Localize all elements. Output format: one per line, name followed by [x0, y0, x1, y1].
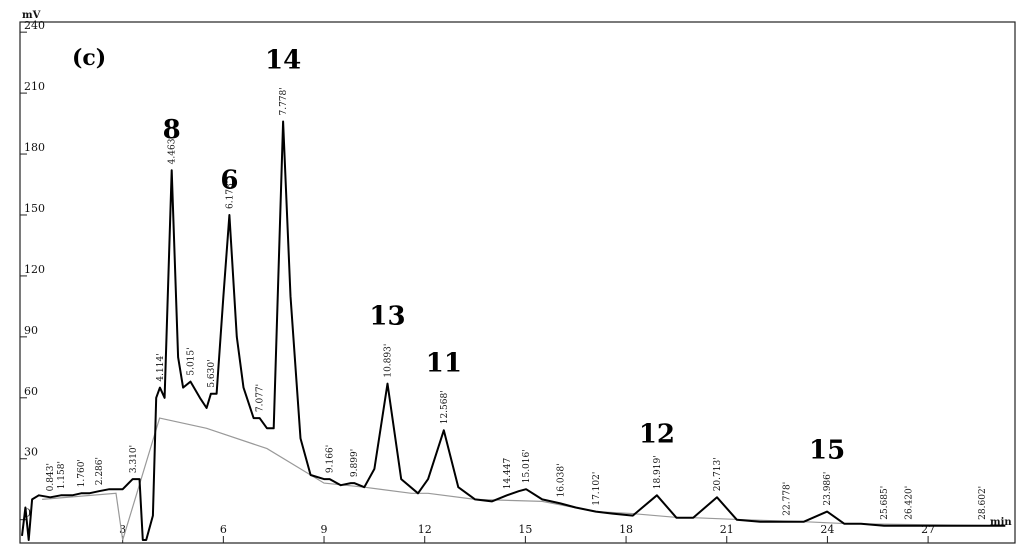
y-tick-label: 210 — [24, 80, 45, 93]
y-unit-label: mV — [22, 10, 41, 21]
y-tick-label: 0 — [24, 507, 31, 520]
peak-retention-label: 15.016' — [522, 449, 532, 483]
peak-retention-label: 22.778' — [783, 482, 793, 516]
peak-number-label: 15 — [809, 436, 845, 466]
y-tick-label: 240 — [24, 19, 45, 32]
peak-label-layer: 0.843' 1.158' 1.760' 2.286' 3.310' 4.114' 4.46… — [46, 87, 988, 520]
x-tick-label: 9 — [321, 523, 328, 536]
y-tick-label: 30 — [24, 446, 38, 459]
peak-number-label: 11 — [426, 348, 462, 378]
peak-retention-label: 23.986' — [823, 472, 833, 506]
peak-number-label: 12 — [639, 419, 675, 449]
integration-baseline — [42, 417, 1006, 541]
peak-retention-label: 7.077' — [256, 384, 266, 412]
x-unit-label: min — [990, 517, 1012, 528]
peak-retention-label: 4.114' — [156, 353, 166, 381]
plot-frame — [19, 21, 1016, 544]
peak-retention-label: 18.919' — [653, 455, 663, 489]
peak-retention-label: 6.178' — [225, 181, 235, 209]
peak-number-label: 13 — [369, 302, 405, 332]
peak-number-label: 8 — [163, 115, 181, 145]
x-tick-label: 24 — [820, 523, 834, 536]
peak-retention-label: 12.568' — [440, 390, 450, 424]
peak-number-layer: 8 6 14 13 11 12 15 — [163, 46, 846, 466]
y-tick-label: 60 — [24, 385, 38, 398]
peak-retention-label: 28.602' — [978, 486, 988, 520]
y-tick-label: 180 — [24, 141, 45, 154]
chromatogram-trace — [21, 120, 1006, 541]
peak-retention-label: 10.893' — [383, 344, 393, 378]
peak-retention-label: 0.843' — [46, 463, 56, 491]
peak-retention-label: 25.685' — [880, 486, 890, 520]
peak-retention-label: 26.420' — [905, 486, 915, 520]
peak-retention-label: 7.778' — [279, 87, 289, 115]
peak-retention-label: 1.158' — [57, 461, 67, 489]
peak-retention-label: 17.102' — [592, 472, 602, 506]
peak-retention-label: 9.166' — [326, 445, 336, 473]
peak-retention-label: 4.463' — [168, 136, 178, 164]
peak-retention-label: 14.447 — [503, 458, 513, 490]
peak-retention-label: 1.760' — [77, 459, 87, 487]
peak-retention-label: 5.015' — [186, 347, 196, 375]
y-tick-label: 90 — [24, 324, 38, 337]
peak-retention-label: 5.630' — [207, 359, 217, 387]
panel-label: (c) — [72, 45, 106, 71]
y-tick-label: 120 — [24, 263, 45, 276]
x-tick-label: 12 — [418, 523, 432, 536]
peak-retention-label: 16.038' — [556, 463, 566, 497]
x-tick-label: 18 — [619, 523, 633, 536]
x-tick-label: 6 — [220, 523, 227, 536]
peak-retention-label: 9.899' — [350, 449, 360, 477]
x-tick-label: 3 — [119, 523, 126, 536]
x-tick-label: 15 — [518, 523, 532, 536]
peak-number-label: 14 — [265, 46, 301, 76]
x-tick-label: 21 — [720, 523, 734, 536]
peak-retention-label: 20.713' — [713, 457, 723, 491]
peak-number-label: 6 — [220, 166, 238, 196]
peak-retention-label: 2.286' — [95, 457, 105, 485]
peak-retention-label: 3.310' — [129, 445, 139, 473]
y-tick-label: 150 — [24, 202, 45, 215]
